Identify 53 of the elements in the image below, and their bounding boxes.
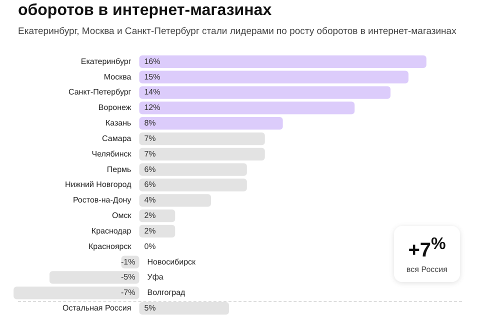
- annotation: +7$^{%}$: [407, 234, 447, 263]
- data-label: 2%: [144, 226, 156, 236]
- bar: [139, 302, 229, 315]
- y-tick-label: Новосибирск: [147, 257, 196, 266]
- bar: [139, 148, 265, 160]
- y-tick-label: Самара: [102, 134, 132, 143]
- data-label: 16%: [144, 56, 160, 66]
- y-tick-label: Волгоград: [147, 288, 186, 298]
- data-label: 6%: [144, 180, 156, 190]
- bar: [139, 55, 426, 68]
- data-label: 14%: [144, 88, 160, 97]
- bar: [139, 102, 355, 114]
- bar: [139, 210, 176, 222]
- y-tick-label: Пермь: [106, 164, 132, 174]
- y-tick-label: Екатеринбург: [80, 56, 132, 66]
- data-label: -5%: [120, 272, 136, 282]
- y-tick-label: Челябинск: [92, 149, 132, 158]
- y-tick-label: Нижний Новгород: [64, 180, 132, 190]
- bar: [139, 194, 212, 207]
- y-tick-label: Казань: [105, 118, 132, 128]
- data-label: 4%: [144, 196, 156, 205]
- data-label: 5%: [144, 303, 156, 312]
- y-tick-label: Ростов-на-Дону: [72, 196, 132, 205]
- bar: [49, 271, 140, 284]
- bar: [139, 132, 265, 146]
- data-label: 2%: [144, 211, 156, 220]
- annotation: вся Россия: [406, 264, 448, 274]
- data-label: 15%: [144, 72, 160, 82]
- y-tick-label: Уфа: [147, 272, 164, 282]
- data-label: 8%: [144, 118, 156, 128]
- data-label: -7%: [120, 288, 136, 298]
- chart-subtitle: Екатеринбург, Москва и Санкт-Петербург стали лидерами по росту оборотов в интернет-магазинах: [18, 26, 456, 37]
- y-tick-label: Москва: [104, 72, 132, 82]
- bar: [139, 86, 391, 99]
- y-tick-label: Красноярск: [88, 242, 132, 251]
- data-label: -1%: [120, 257, 136, 266]
- bar: [14, 286, 140, 300]
- bar: [139, 163, 247, 176]
- data-label: 7%: [144, 149, 156, 158]
- bar: [139, 70, 408, 84]
- bar: [139, 117, 283, 130]
- y-tick-label: Воронеж: [98, 103, 132, 112]
- y-tick-label: Остальная Россия: [62, 303, 132, 312]
- data-label: 0%: [144, 242, 156, 251]
- y-tick-label: Омск: [112, 211, 132, 220]
- y-tick-label: Краснодар: [91, 226, 132, 236]
- data-label: 12%: [144, 103, 160, 112]
- data-label: 6%: [144, 164, 156, 174]
- bar: [139, 178, 247, 192]
- chart-title: оборотов в интернет-магазинах: [18, 2, 272, 20]
- data-label: 7%: [144, 134, 156, 143]
- bar: [139, 224, 176, 238]
- y-tick-label: Санкт-Петербург: [68, 88, 132, 97]
